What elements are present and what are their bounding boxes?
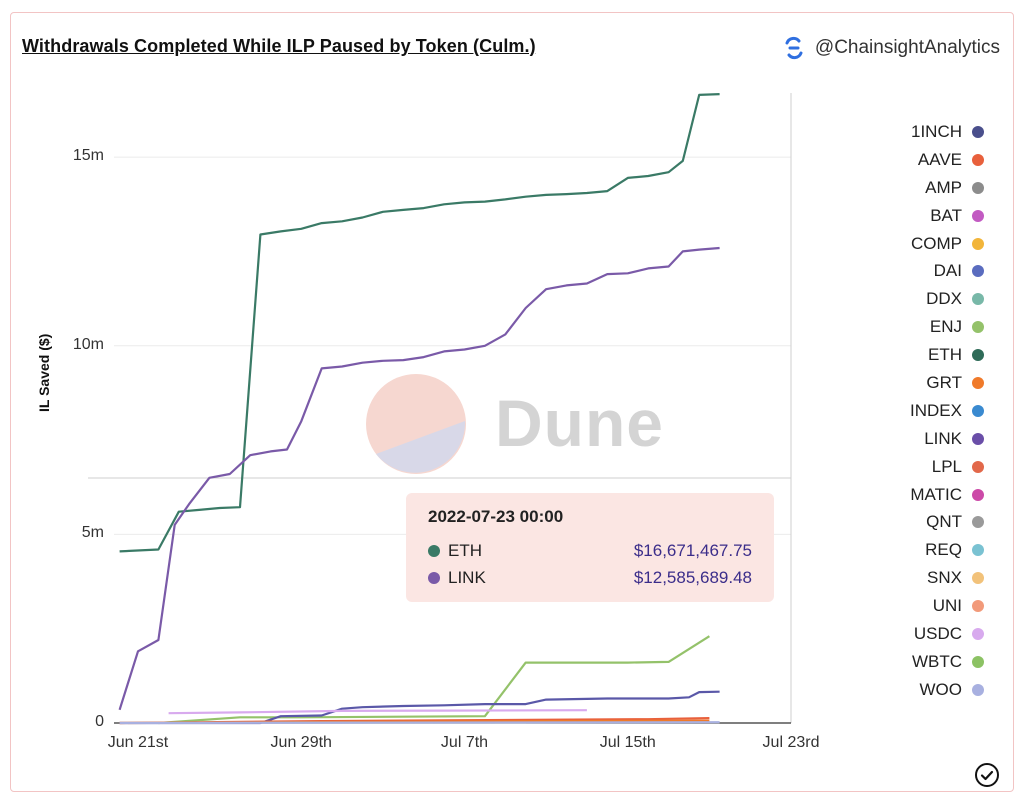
- legend-swatch: [972, 516, 984, 529]
- tooltip-row-link: LINK $12,585,689.48: [428, 564, 752, 591]
- legend-label: QNT: [926, 512, 962, 532]
- y-tick-label: 5m: [81, 524, 104, 542]
- legend-label: DDX: [926, 289, 962, 309]
- x-tick-label: Jul 15th: [599, 734, 656, 751]
- legend-label: ENJ: [929, 317, 962, 337]
- legend-item-amp[interactable]: AMP: [880, 174, 984, 202]
- legend-label: WBTC: [911, 651, 962, 671]
- legend-item-link[interactable]: LINK: [880, 425, 984, 453]
- legend-item-wbtc[interactable]: WBTC: [880, 648, 984, 676]
- legend-label: AAVE: [917, 149, 962, 169]
- dune-watermark: Dune: [495, 386, 664, 460]
- legend-swatch: [972, 600, 984, 613]
- series-line-link: [118, 246, 720, 711]
- legend-label: GRT: [926, 372, 962, 392]
- legend-swatch: [972, 488, 984, 501]
- legend-item-grt[interactable]: GRT: [880, 369, 984, 397]
- legend-swatch: [972, 572, 984, 585]
- legend-item-lpl[interactable]: LPL: [880, 453, 984, 481]
- tooltip-series-name: ETH: [448, 540, 482, 560]
- series-line-dai: [119, 690, 720, 725]
- legend-swatch: [972, 432, 984, 445]
- author-handle[interactable]: @ChainsightAnalytics: [781, 35, 1000, 61]
- legend-swatch: [972, 125, 984, 138]
- x-tick-label: Jun 21st: [107, 734, 169, 751]
- legend-label: LINK: [924, 428, 962, 448]
- legend-label: 1INCH: [910, 121, 962, 141]
- series-line-eth: [119, 93, 720, 553]
- legend-swatch: [972, 321, 984, 334]
- tooltip-dot-eth: [428, 544, 440, 557]
- legend-swatch: [972, 544, 984, 557]
- tooltip-dot-link: [428, 571, 440, 584]
- legend-item-comp[interactable]: COMP: [880, 230, 984, 258]
- legend-swatch: [972, 181, 984, 194]
- legend-item-ddx[interactable]: DDX: [880, 285, 984, 313]
- legend-item-req[interactable]: REQ: [880, 536, 984, 564]
- x-tick-label: Jul 23rd: [762, 734, 820, 751]
- chart-card: [10, 12, 1014, 792]
- legend-item-bat[interactable]: BAT: [880, 202, 984, 230]
- legend-label: COMP: [911, 233, 962, 253]
- legend-label: ETH: [928, 345, 962, 365]
- legend-item-1inch[interactable]: 1INCH: [880, 118, 984, 146]
- legend-swatch: [972, 627, 984, 640]
- tooltip-series-value: $12,585,689.48: [633, 567, 752, 587]
- legend-swatch: [972, 683, 984, 696]
- tooltip-series-value: $16,671,467.75: [633, 540, 752, 560]
- legend-item-uni[interactable]: UNI: [880, 592, 984, 620]
- dune-logo-shade: [376, 421, 466, 473]
- legend-item-snx[interactable]: SNX: [880, 564, 984, 592]
- chainsight-logo-icon: [785, 36, 803, 60]
- legend-label: UNI: [932, 596, 962, 616]
- check-circle-icon[interactable]: [974, 762, 1000, 788]
- legend-swatch: [972, 265, 984, 278]
- legend-item-matic[interactable]: MATIC: [880, 481, 984, 509]
- legend-item-dai[interactable]: DAI: [880, 257, 984, 285]
- series-line-wbtc: [158, 635, 710, 725]
- legend-item-enj[interactable]: ENJ: [880, 313, 984, 341]
- handle-text: @ChainsightAnalytics: [814, 37, 1000, 58]
- legend-swatch: [972, 293, 984, 306]
- legend-swatch: [972, 349, 984, 362]
- legend-label: INDEX: [910, 400, 962, 420]
- legend-label: AMP: [925, 177, 962, 197]
- y-tick-label: 10m: [72, 335, 104, 353]
- chart-title[interactable]: Withdrawals Completed While ILP Paused b…: [22, 36, 536, 56]
- legend-swatch: [972, 376, 984, 389]
- legend-label: REQ: [925, 540, 962, 560]
- series-line-woo: [119, 721, 720, 725]
- x-tick-label: Jul 7th: [440, 734, 489, 751]
- legend-label: USDC: [913, 623, 962, 643]
- tooltip-row-eth: ETH $16,671,467.75: [428, 537, 752, 564]
- legend-item-woo[interactable]: WOO: [880, 676, 984, 704]
- tooltip-series-name: LINK: [448, 567, 486, 587]
- legend-label: DAI: [933, 261, 962, 281]
- legend-swatch: [972, 404, 984, 417]
- legend: 1INCH AAVE AMP BAT COMP DAI DDX ENJ ETH GRT INDEX L…: [880, 118, 984, 704]
- legend-label: BAT: [930, 205, 962, 225]
- legend-item-qnt[interactable]: QNT: [880, 508, 984, 536]
- legend-label: SNX: [927, 568, 962, 588]
- hover-tooltip: 2022-07-23 00:00 ETH $16,671,467.75 LINK…: [406, 493, 774, 602]
- legend-item-usdc[interactable]: USDC: [880, 620, 984, 648]
- legend-item-aave[interactable]: AAVE: [880, 146, 984, 174]
- legend-label: MATIC: [910, 484, 962, 504]
- legend-swatch: [972, 460, 984, 473]
- y-tick-label: 0: [95, 713, 104, 730]
- legend-swatch: [972, 237, 984, 250]
- series-line-usdc: [168, 709, 587, 715]
- x-tick-label: Jun 29th: [270, 734, 332, 751]
- legend-label: LPL: [931, 456, 962, 476]
- legend-label: WOO: [919, 679, 963, 699]
- y-tick-label: 15m: [72, 147, 104, 165]
- legend-swatch: [972, 153, 984, 166]
- legend-swatch: [972, 209, 984, 222]
- legend-swatch: [972, 655, 984, 668]
- legend-item-eth[interactable]: ETH: [880, 341, 984, 369]
- legend-item-index[interactable]: INDEX: [880, 397, 984, 425]
- tooltip-date: 2022-07-23 00:00: [428, 507, 564, 526]
